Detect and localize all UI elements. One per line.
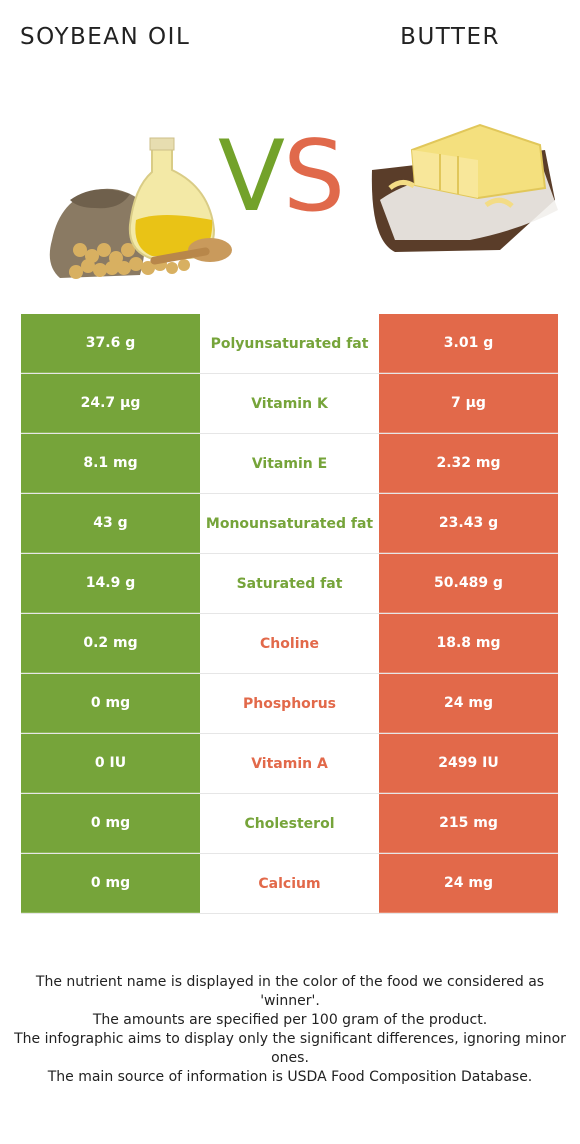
footnote-line: The main source of information is USDA F… (47, 1069, 533, 1085)
left-value-cell: 24.7 µg (21, 374, 200, 433)
nutrient-name-cell: Choline (200, 614, 379, 673)
soybean-oil-image (49, 137, 232, 279)
table-row: 37.6 g Polyunsaturated fat 3.01 g (21, 314, 558, 374)
right-value-cell: 2499 IU (379, 734, 558, 793)
food-images (49, 123, 558, 279)
nutrient-name-cell: Phosphorus (200, 674, 379, 733)
right-food-title: BUTTER (400, 24, 500, 50)
table-row: 0 mg Cholesterol 215 mg (21, 794, 558, 854)
table-row: 0.2 mg Choline 18.8 mg (21, 614, 558, 674)
nutrient-name-cell: Vitamin E (200, 434, 379, 493)
left-value-cell: 8.1 mg (21, 434, 200, 493)
table-row: 0 IU Vitamin A 2499 IU (21, 734, 558, 794)
right-value-cell: 50.489 g (379, 554, 558, 613)
nutrient-name-cell: Vitamin A (200, 734, 379, 793)
butter-image (371, 123, 558, 252)
left-food-title: SOYBEAN OIL (20, 24, 191, 50)
vs-letter-v: V (218, 120, 285, 234)
nutrient-name-cell: Cholesterol (200, 794, 379, 853)
right-value-cell: 215 mg (379, 794, 558, 853)
table-row: 43 g Monounsaturated fat 23.43 g (21, 494, 558, 554)
right-value-cell: 24 mg (379, 854, 558, 913)
footnote-line: The infographic aims to display only the… (14, 1031, 566, 1066)
left-value-cell: 0 mg (21, 674, 200, 733)
left-value-cell: 0 IU (21, 734, 200, 793)
comparison-table: 37.6 g Polyunsaturated fat 3.01 g 24.7 µg Vi… (21, 314, 558, 914)
left-value-cell: 0.2 mg (21, 614, 200, 673)
nutrient-name-cell: Calcium (200, 854, 379, 913)
right-value-cell: 3.01 g (379, 314, 558, 373)
nutrient-name-cell: Monounsaturated fat (200, 494, 379, 553)
right-value-cell: 7 µg (379, 374, 558, 433)
vs-letter-s: S (283, 120, 345, 234)
right-value-cell: 24 mg (379, 674, 558, 733)
versus-label: VS (218, 128, 345, 226)
table-row: 14.9 g Saturated fat 50.489 g (21, 554, 558, 614)
footnote: The nutrient name is displayed in the co… (14, 973, 566, 1087)
left-value-cell: 37.6 g (21, 314, 200, 373)
nutrient-name-cell: Vitamin K (200, 374, 379, 433)
left-value-cell: 0 mg (21, 854, 200, 913)
table-row: 0 mg Calcium 24 mg (21, 854, 558, 914)
nutrient-name-cell: Polyunsaturated fat (200, 314, 379, 373)
left-value-cell: 0 mg (21, 794, 200, 853)
nutrient-name-cell: Saturated fat (200, 554, 379, 613)
left-value-cell: 14.9 g (21, 554, 200, 613)
footnote-line: The amounts are specified per 100 gram o… (92, 1012, 488, 1028)
table-row: 8.1 mg Vitamin E 2.32 mg (21, 434, 558, 494)
right-value-cell: 2.32 mg (379, 434, 558, 493)
right-value-cell: 18.8 mg (379, 614, 558, 673)
table-row: 0 mg Phosphorus 24 mg (21, 674, 558, 734)
left-value-cell: 43 g (21, 494, 200, 553)
footnote-line: The nutrient name is displayed in the co… (35, 974, 545, 1009)
right-value-cell: 23.43 g (379, 494, 558, 553)
